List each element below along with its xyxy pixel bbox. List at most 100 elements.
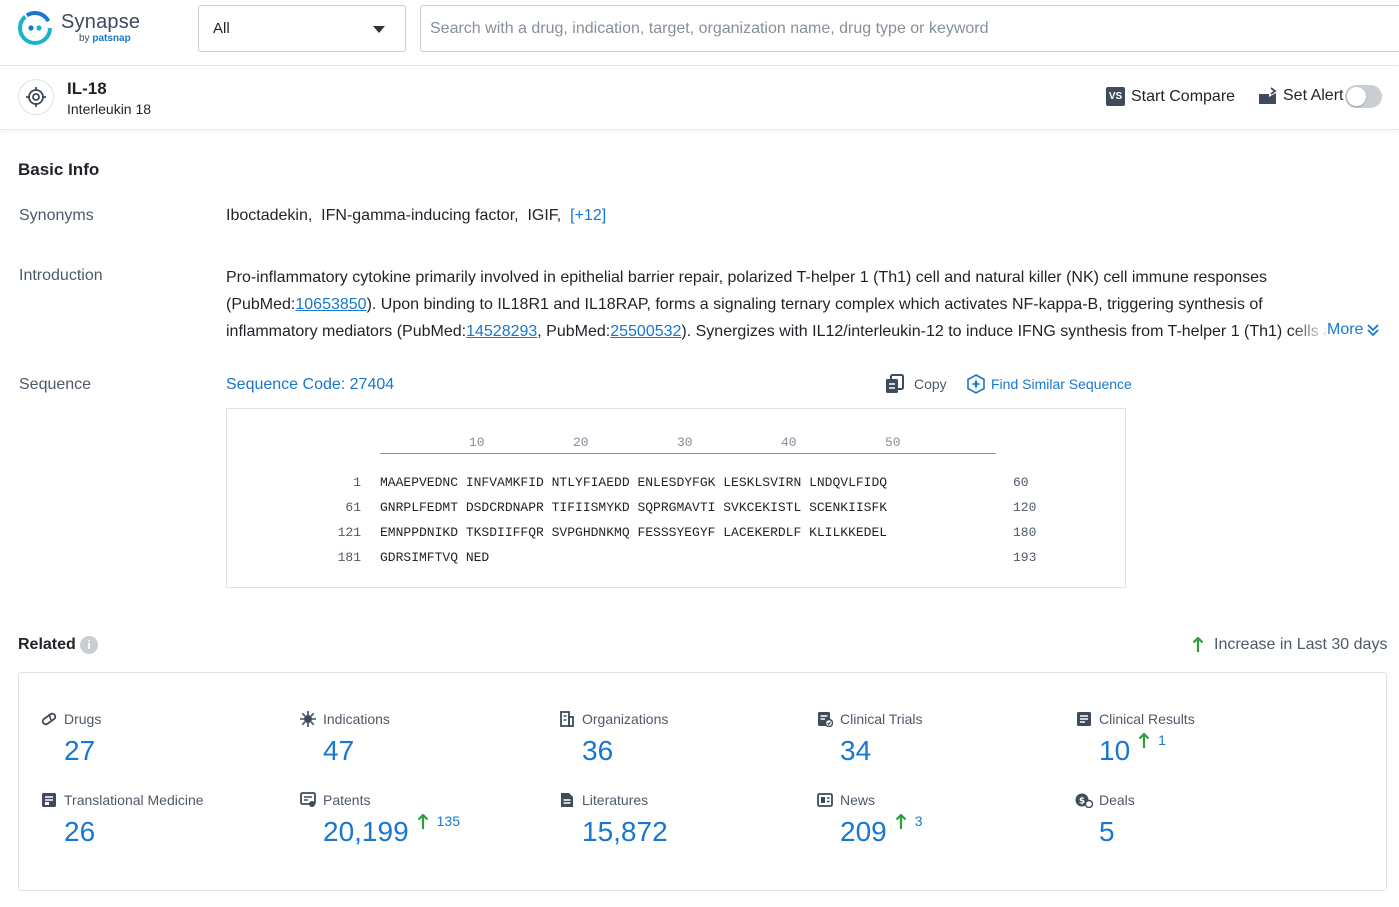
- synonyms-more-link[interactable]: [+12]: [570, 207, 606, 224]
- stat-drugs[interactable]: Drugs 27: [40, 711, 101, 767]
- search-input[interactable]: [420, 5, 1399, 52]
- sequence-row-start: 181: [338, 550, 361, 565]
- stat-deals[interactable]: $Deals 5: [1075, 792, 1135, 848]
- stat-indications[interactable]: Indications 47: [299, 711, 390, 767]
- bell-alert-icon: [1258, 87, 1278, 105]
- stat-increase: 135: [417, 813, 460, 830]
- find-similar-sequence-button[interactable]: Find Similar Sequence: [966, 374, 1132, 394]
- stat-value: 34: [840, 735, 871, 767]
- search-scope-select[interactable]: All: [198, 5, 406, 52]
- pubmed-link[interactable]: 25500532: [610, 323, 681, 340]
- stat-patents[interactable]: Patents 20,199 135: [299, 792, 460, 848]
- copy-icon: [885, 374, 905, 394]
- introduction-label: Introduction: [19, 267, 103, 285]
- set-alert-label: Set Alert: [1283, 87, 1343, 105]
- stat-label: Clinical Trials: [840, 711, 922, 727]
- stat-value: 15,872: [582, 816, 668, 848]
- search-scope-value: All: [213, 20, 230, 37]
- intro-text-3: , PubMed:: [537, 323, 610, 340]
- sequence-row-end: 193: [1013, 550, 1036, 565]
- stat-label: Deals: [1099, 792, 1135, 808]
- stat-increase-value: 135: [437, 813, 460, 829]
- arrow-up-icon: [895, 814, 907, 830]
- stat-translational-medicine[interactable]: Translational Medicine 26: [40, 792, 204, 848]
- stat-increase: 1: [1138, 732, 1166, 749]
- stat-increase-value: 3: [915, 813, 923, 829]
- stat-label: Clinical Results: [1099, 711, 1195, 727]
- similar-sequence-icon: [966, 374, 986, 394]
- sequence-row-end: 180: [1013, 525, 1036, 540]
- target-header: IL-18 Interleukin 18 VS Start Compare Se…: [0, 66, 1399, 130]
- sequence-row-start: 61: [345, 500, 361, 515]
- sequence-row-end: 120: [1013, 500, 1036, 515]
- svg-text:$: $: [1079, 797, 1085, 807]
- stat-value: 26: [64, 816, 95, 848]
- stat-clinical-trials[interactable]: Clinical Trials 34: [816, 711, 922, 767]
- arrow-up-icon: [1192, 637, 1204, 653]
- pubmed-link[interactable]: 10653850: [295, 296, 366, 313]
- stat-value: 27: [64, 735, 95, 767]
- legend-label: Increase in Last 30 days: [1214, 636, 1387, 654]
- stat-literatures[interactable]: Literatures 15,872: [558, 792, 668, 848]
- intro-more-button[interactable]: More: [1327, 321, 1380, 339]
- more-label: More: [1327, 321, 1363, 339]
- stat-increase: 3: [895, 813, 923, 830]
- sequence-row: EMNPPDNIKD TKSDIIFFQR SVPGHDNKMQ FESSSYE…: [380, 525, 887, 540]
- alert-toggle[interactable]: [1345, 85, 1382, 108]
- target-full-name: Interleukin 18: [67, 101, 151, 117]
- stat-organizations[interactable]: Organizations 36: [558, 711, 668, 767]
- basic-info-title: Basic Info: [18, 160, 99, 180]
- info-icon[interactable]: i: [80, 636, 98, 654]
- sequence-row: MAAEPVEDNC INFVAMKFID NTLYFIAEDD ENLESDY…: [380, 475, 887, 490]
- synapse-logo[interactable]: Synapse by patsnap: [17, 10, 140, 46]
- clipboard-check-icon: [816, 711, 834, 727]
- stat-label: Organizations: [582, 711, 668, 727]
- deal-icon: $: [1075, 792, 1093, 808]
- stat-news[interactable]: News 209 3: [816, 792, 923, 848]
- ruler-tick: 10: [469, 435, 485, 450]
- introduction-text: Pro-inflammatory cytokine primarily invo…: [226, 264, 1358, 346]
- stat-clinical-results[interactable]: Clinical Results 10 1: [1075, 711, 1195, 767]
- synonyms-label: Synonyms: [19, 207, 94, 225]
- stat-label: Translational Medicine: [64, 792, 204, 808]
- arrow-up-icon: [1138, 733, 1150, 749]
- sequence-row: GNRPLFEDMT DSDCRDNAPR TIFIISMYKD SQPRGMA…: [380, 500, 887, 515]
- sequence-row: GDRSIMFTVQ NED: [380, 550, 489, 565]
- sequence-row-end: 60: [1013, 475, 1029, 490]
- brand-byline: by patsnap: [79, 34, 140, 44]
- virus-icon: [299, 711, 317, 727]
- target-name: IL-18: [67, 79, 107, 99]
- stat-increase-value: 1: [1158, 732, 1166, 748]
- copy-sequence-button[interactable]: Copy: [885, 374, 947, 394]
- synonym-item: Iboctadekin,: [226, 207, 312, 224]
- increase-legend: Increase in Last 30 days: [1192, 636, 1387, 654]
- synapse-logo-icon: [17, 10, 53, 46]
- stat-label: Indications: [323, 711, 390, 727]
- newspaper-icon: [816, 792, 834, 808]
- copy-label: Copy: [914, 376, 947, 392]
- book-icon: [558, 792, 576, 808]
- pubmed-link[interactable]: 14528293: [466, 323, 537, 340]
- stat-value: 47: [323, 735, 354, 767]
- stat-label: Drugs: [64, 711, 101, 727]
- ruler-line: [380, 453, 996, 454]
- stat-label: Patents: [323, 792, 370, 808]
- ruler-tick: 40: [781, 435, 797, 450]
- stat-value: 20,199: [323, 816, 409, 848]
- toggle-knob: [1347, 87, 1366, 106]
- find-similar-label: Find Similar Sequence: [991, 376, 1132, 392]
- start-compare-button[interactable]: VS Start Compare: [1106, 87, 1235, 106]
- intro-fade: [1290, 318, 1330, 345]
- pill-icon: [40, 711, 58, 727]
- report-icon: [1075, 711, 1093, 727]
- sequence-code: Sequence Code: 27404: [226, 376, 394, 394]
- synonym-item: IGIF,: [527, 207, 561, 224]
- compare-icon: VS: [1106, 87, 1125, 106]
- sequence-row-start: 1: [353, 475, 361, 490]
- start-compare-label: Start Compare: [1131, 88, 1235, 106]
- building-icon: [558, 711, 576, 727]
- target-icon: [18, 79, 54, 115]
- patent-icon: [299, 792, 317, 808]
- synonym-item: IFN-gamma-inducing factor,: [321, 207, 518, 224]
- set-alert-button[interactable]: Set Alert: [1258, 87, 1343, 105]
